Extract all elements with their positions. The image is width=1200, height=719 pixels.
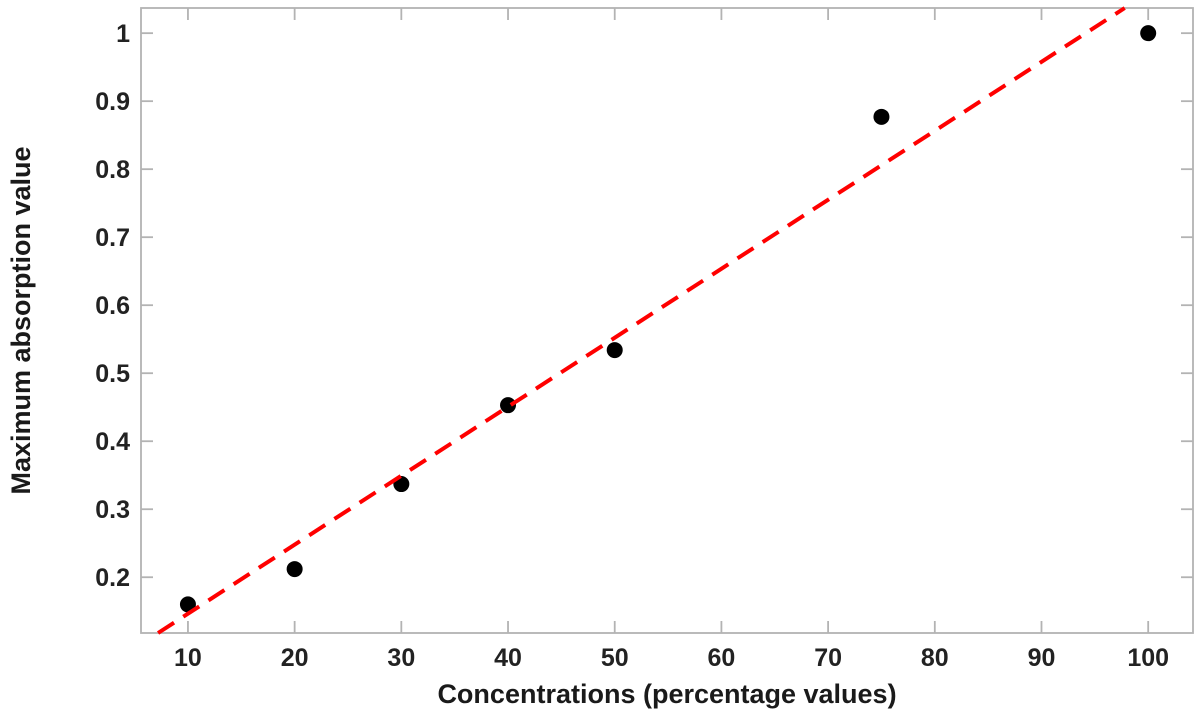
- y-tick-label: 0.5: [95, 360, 130, 388]
- x-tick-label: 30: [387, 644, 415, 672]
- y-tick-label: 0.6: [95, 292, 130, 320]
- x-tick-label: 20: [281, 644, 309, 672]
- y-tick-label: 0.7: [95, 224, 130, 252]
- axes-box: [140, 7, 1194, 634]
- data-point: [500, 397, 517, 414]
- data-point: [1140, 25, 1157, 42]
- y-tick-label: 0.3: [95, 496, 130, 524]
- y-tick-label: 0.8: [95, 156, 130, 184]
- y-tick-label: 1: [116, 20, 130, 48]
- x-tick-label: 40: [494, 644, 522, 672]
- data-point: [606, 342, 623, 359]
- fit-line: [156, 6, 1126, 635]
- x-tick-label: 60: [708, 644, 736, 672]
- y-axis-label: Maximum absorption value: [6, 146, 36, 494]
- axes-layer: 10 20 30 40 50 60 70 80 90 100 0.2 0.3 0.4 0.5 0.6 0.7 0…: [95, 7, 1194, 672]
- x-tick-label: 100: [1127, 644, 1169, 672]
- series-layer: [156, 6, 1157, 635]
- y-tick-label: 0.9: [95, 88, 130, 116]
- x-tick-label: 10: [174, 644, 202, 672]
- y-tick-label: 0.2: [95, 564, 130, 592]
- data-point: [179, 596, 196, 613]
- x-tick-label: 50: [601, 644, 629, 672]
- x-axis-label: Concentrations (percentage values): [437, 679, 896, 709]
- data-point: [286, 561, 303, 578]
- x-tick-label: 70: [814, 644, 842, 672]
- data-point: [873, 108, 890, 125]
- x-tick-label: 80: [921, 644, 949, 672]
- y-tick-label: 0.4: [95, 428, 130, 456]
- x-tick-label: 90: [1028, 644, 1056, 672]
